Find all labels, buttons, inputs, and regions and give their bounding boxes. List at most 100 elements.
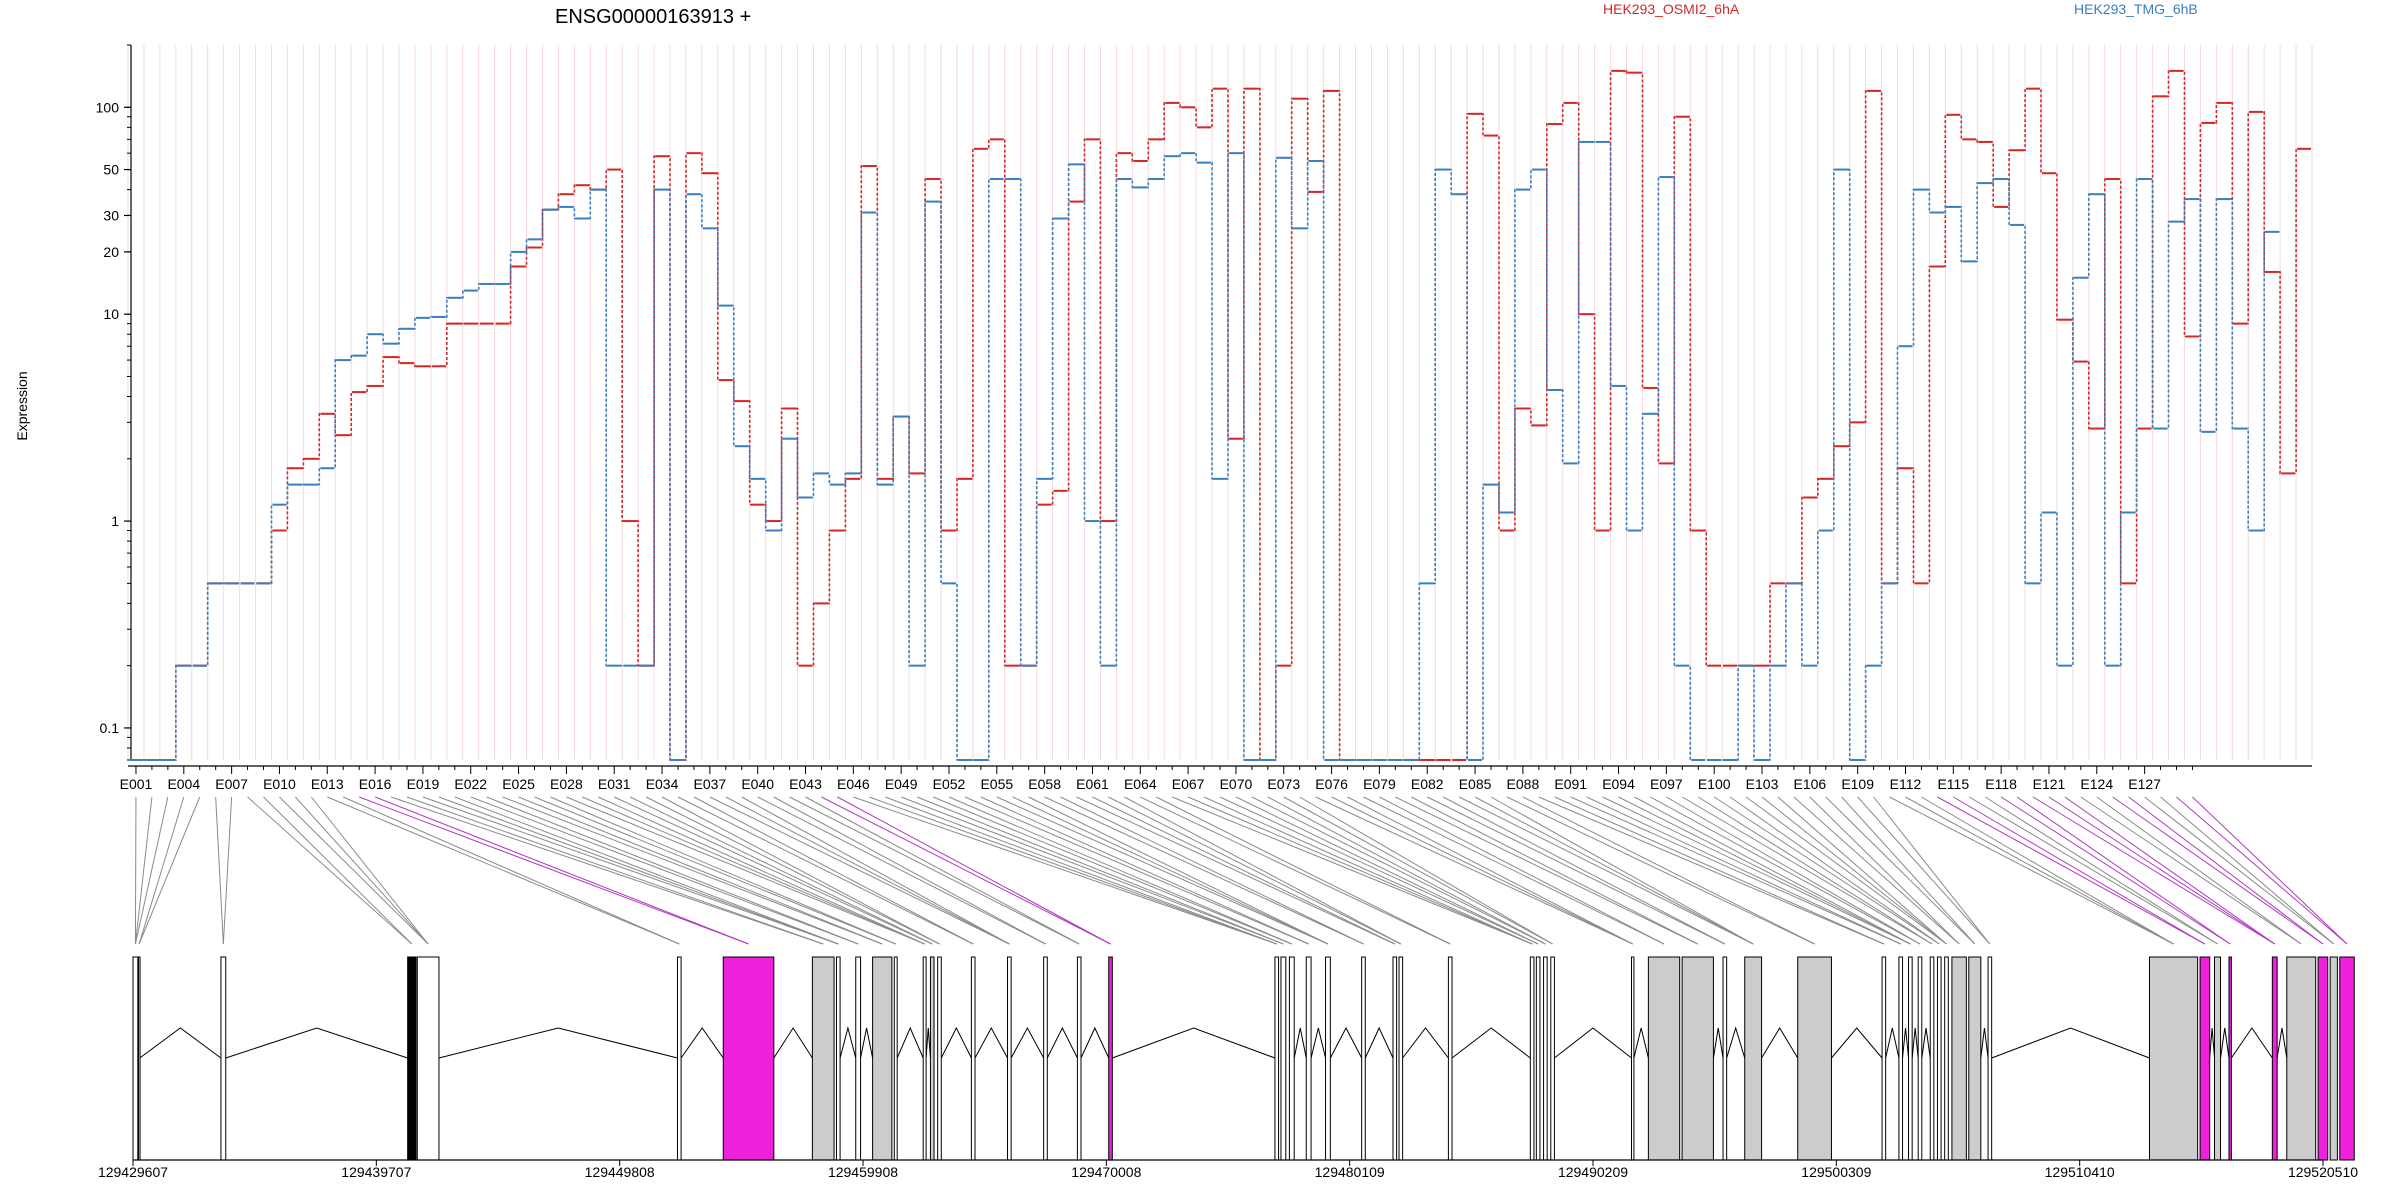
connector-line xyxy=(374,796,749,945)
plot-area xyxy=(128,69,2312,761)
connector-line xyxy=(2112,796,2324,945)
x-tick-label: E094 xyxy=(1602,776,1635,792)
x-tick-label: E061 xyxy=(1076,776,1109,792)
x-tick-label: E001 xyxy=(120,776,153,792)
intron xyxy=(1902,1027,1910,1059)
connector-line xyxy=(916,796,1284,945)
connector-line xyxy=(1411,796,1698,945)
x-tick-label: E076 xyxy=(1315,776,1348,792)
genomic-tick-label: 129429607 xyxy=(98,1164,168,1180)
y-tick-label: 0.1 xyxy=(100,720,120,736)
connector-line xyxy=(1203,796,1533,945)
connector-line xyxy=(518,796,883,945)
exon-block xyxy=(1898,956,1904,1161)
exon-block xyxy=(220,956,227,1161)
exon-block xyxy=(2148,956,2199,1161)
connector-line xyxy=(502,796,883,945)
connector-line xyxy=(1028,796,1329,945)
exon-block xyxy=(893,956,898,1161)
exon-block xyxy=(2199,956,2211,1161)
connector-line xyxy=(2128,796,2324,945)
x-tick-label: E043 xyxy=(789,776,822,792)
connector-line xyxy=(1984,796,2218,945)
exon-block xyxy=(1361,956,1366,1161)
intron xyxy=(974,1026,1008,1059)
connector-line xyxy=(1522,796,1815,945)
intron xyxy=(896,1026,924,1059)
x-tick-label: E019 xyxy=(407,776,440,792)
connector-line xyxy=(1937,796,2206,945)
exon-block xyxy=(722,956,775,1161)
connector-line xyxy=(821,796,1111,945)
connector-line xyxy=(693,796,974,945)
intron xyxy=(1726,1026,1746,1059)
x-tick-label: E040 xyxy=(741,776,774,792)
connector-line xyxy=(486,796,859,945)
connector-line xyxy=(390,796,824,945)
connector-line xyxy=(1347,796,1633,945)
x-tick-label: E121 xyxy=(2033,776,2066,792)
exon-block xyxy=(1744,956,1763,1161)
connector-line xyxy=(1395,796,1698,945)
exon-block xyxy=(1543,956,1548,1161)
y-tick-label: 10 xyxy=(103,306,119,322)
intron xyxy=(139,1027,222,1059)
exon-block xyxy=(937,956,942,1161)
connector-line xyxy=(1761,796,1947,945)
connector-line xyxy=(1602,796,1911,945)
genomic-tick-label: 129490209 xyxy=(1558,1164,1628,1180)
connector-line xyxy=(1187,796,1533,945)
connector-line xyxy=(1156,796,1451,945)
connector-line xyxy=(1299,796,1553,945)
exon-block xyxy=(2271,956,2278,1161)
intron xyxy=(1761,1027,1799,1059)
exon-block xyxy=(1550,956,1555,1161)
exon-block xyxy=(1305,956,1312,1161)
exon-block xyxy=(1535,956,1541,1161)
connector-line xyxy=(1777,796,1947,945)
intron xyxy=(773,1027,813,1059)
connector-line xyxy=(2080,796,2302,945)
exon-block xyxy=(2329,956,2338,1161)
x-tick-label: E055 xyxy=(980,776,1013,792)
intron xyxy=(1010,1026,1045,1059)
connector-line xyxy=(1474,796,1754,945)
intron xyxy=(2220,1027,2230,1059)
intron xyxy=(1046,1026,1078,1059)
connector-line xyxy=(1442,796,1726,945)
x-tick-label: E127 xyxy=(2128,776,2161,792)
connector-line xyxy=(422,796,839,945)
intron xyxy=(1554,1027,1632,1059)
connector-line xyxy=(310,796,429,945)
connector-line xyxy=(948,796,1293,945)
intron xyxy=(1364,1026,1394,1059)
x-tick-label: E031 xyxy=(598,776,631,792)
series-line-b xyxy=(128,141,2281,761)
connector-line xyxy=(1729,796,1940,945)
connector-line xyxy=(2048,796,2276,945)
x-tick-label: E058 xyxy=(1028,776,1061,792)
exon-block xyxy=(1398,956,1404,1161)
exon-block xyxy=(1529,956,1535,1161)
genomic-tick-label: 129459908 xyxy=(828,1164,898,1180)
intron xyxy=(1402,1027,1449,1059)
connector-line xyxy=(964,796,1309,945)
intron xyxy=(1310,1027,1327,1059)
exon-connector-lines xyxy=(134,796,2348,945)
exon-block xyxy=(1288,956,1295,1161)
connector-line xyxy=(1076,796,1396,945)
exon-block xyxy=(835,956,841,1161)
exon-block xyxy=(416,956,440,1161)
chart-title: ENSG00000163913 + xyxy=(555,6,751,28)
connector-line xyxy=(1060,796,1364,945)
exon-block xyxy=(2228,956,2232,1161)
connector-line xyxy=(725,796,1010,945)
connector-line xyxy=(645,796,940,945)
x-tick-label: E109 xyxy=(1841,776,1874,792)
connector-line xyxy=(1793,796,1960,945)
x-tick-label: E007 xyxy=(215,776,248,792)
x-tick-label: E091 xyxy=(1554,776,1587,792)
genomic-tick-label: 129510410 xyxy=(2045,1164,2115,1180)
exon-block xyxy=(872,956,893,1161)
intron xyxy=(1633,1027,1649,1059)
